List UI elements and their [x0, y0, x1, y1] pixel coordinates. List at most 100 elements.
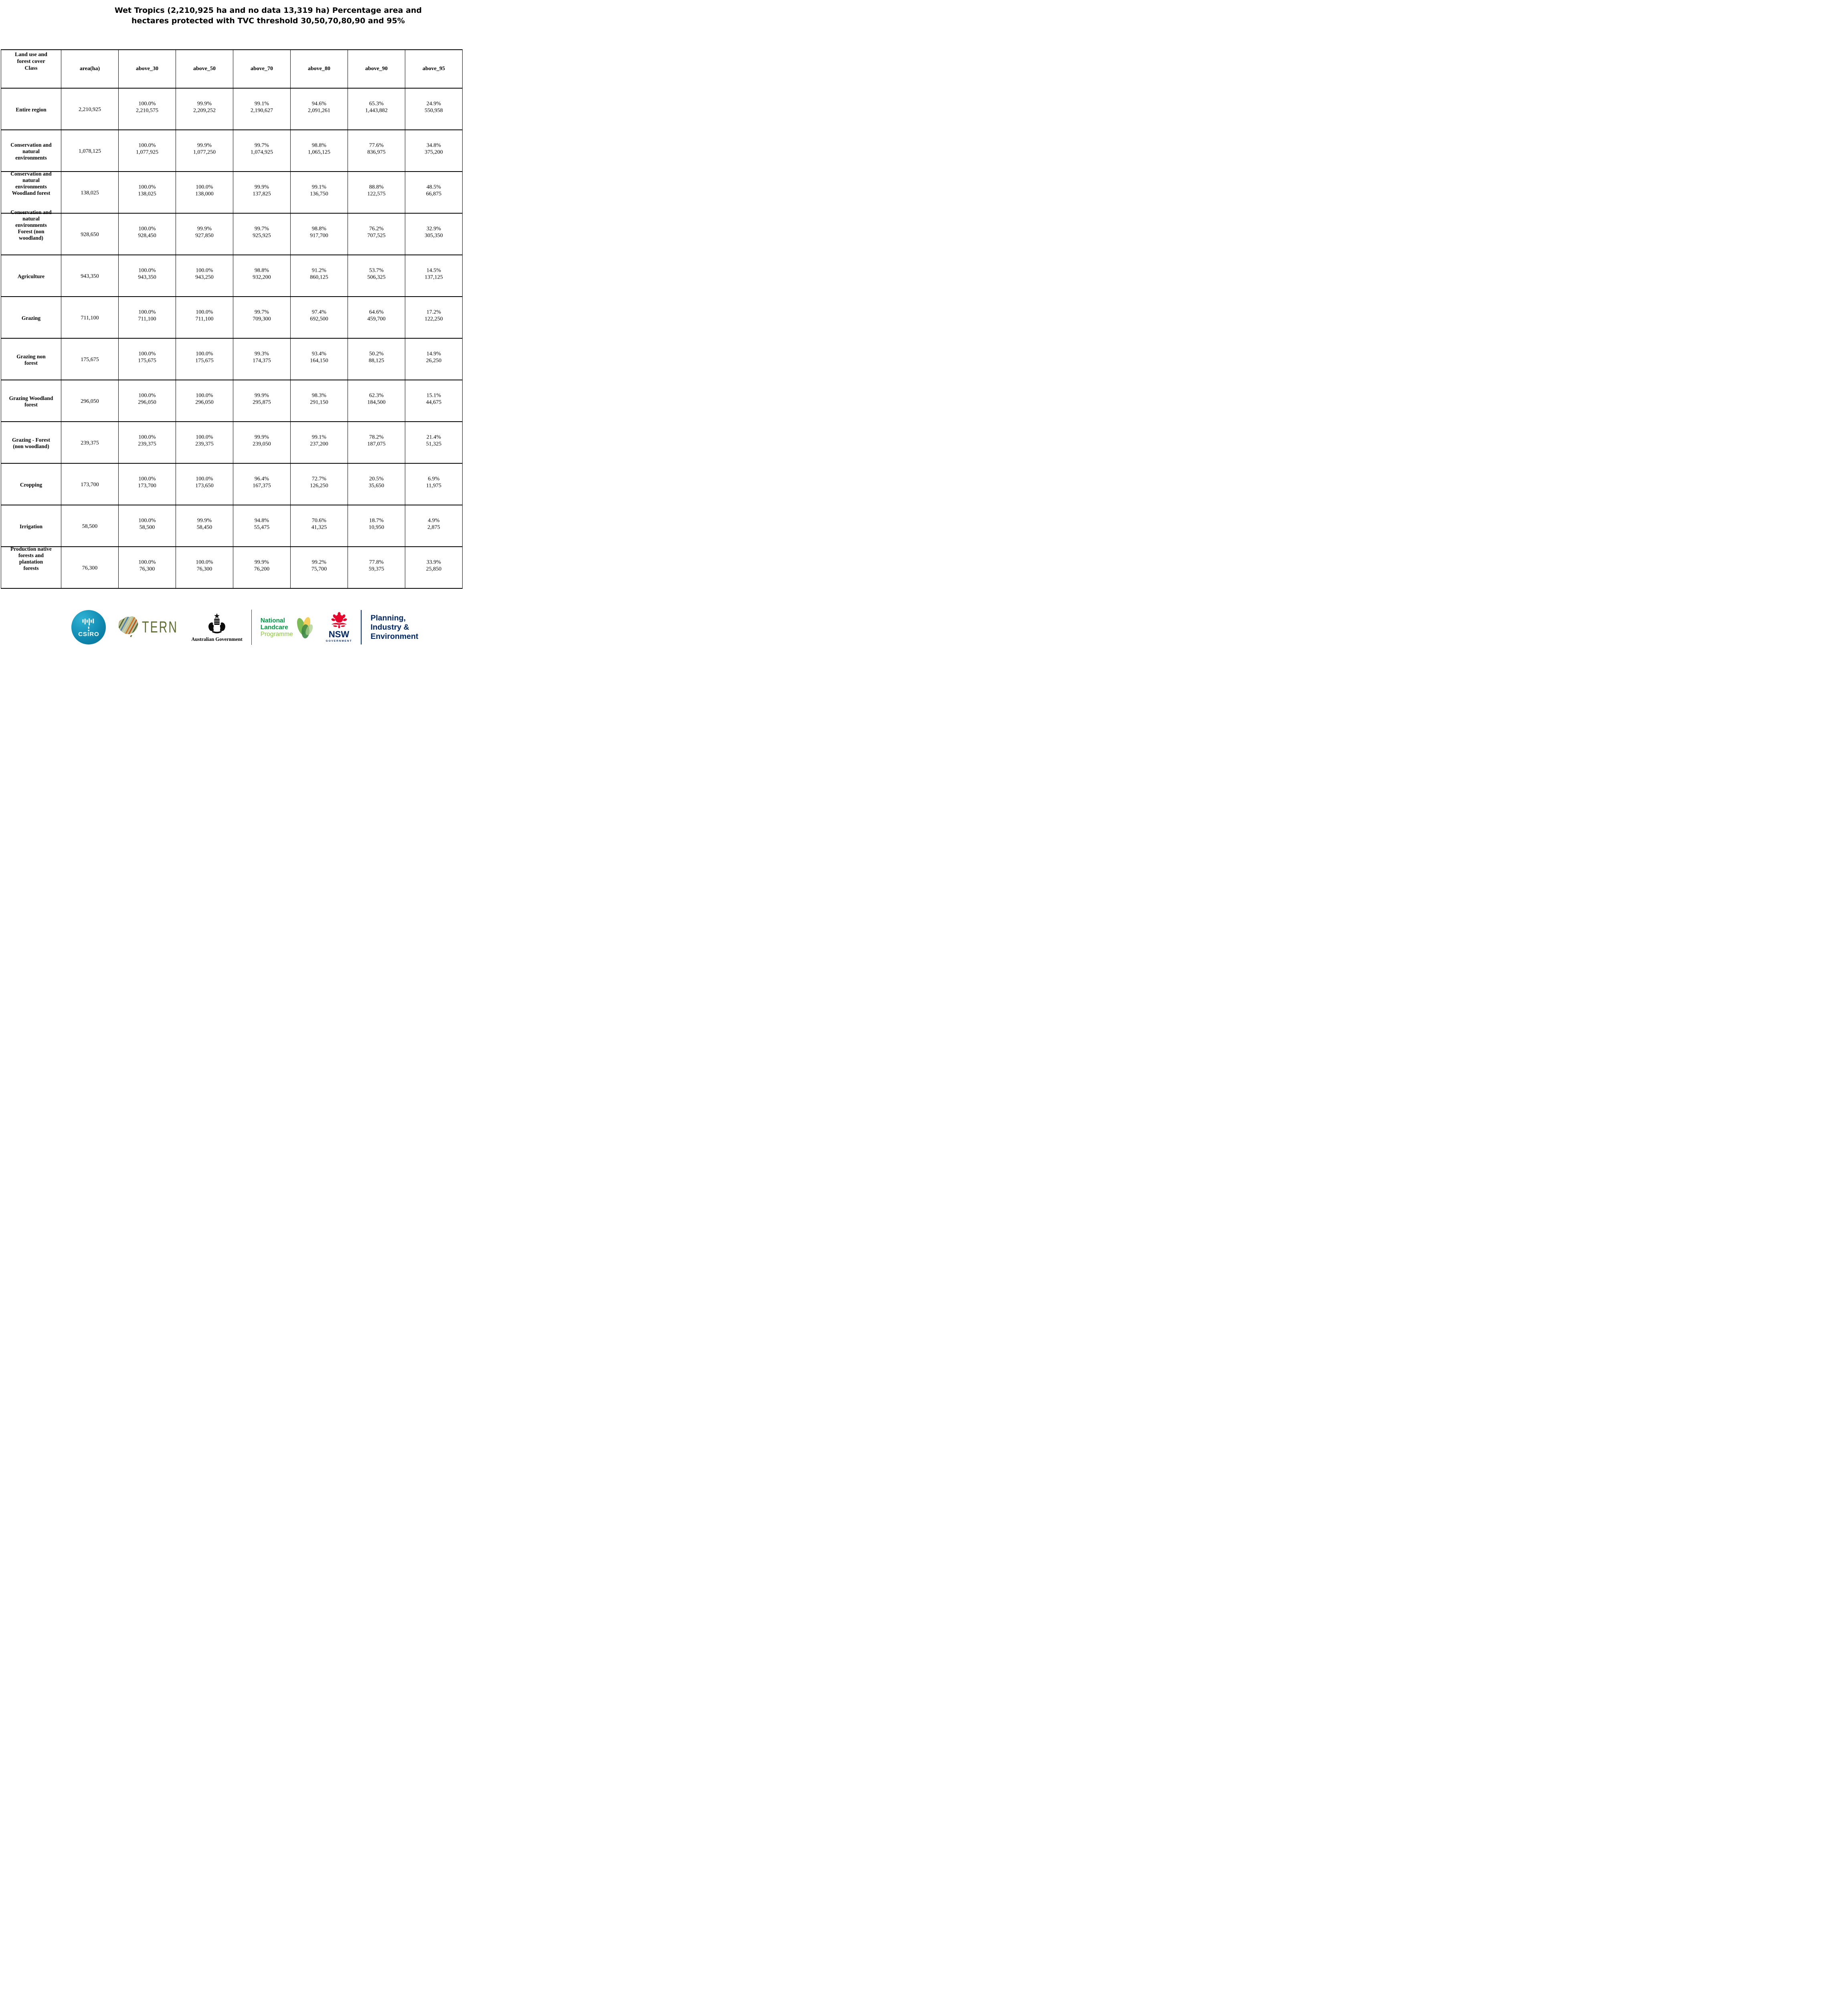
value-pct: 14.9%: [426, 351, 441, 357]
value-cell: 98.3% 291,150: [292, 393, 346, 406]
value-pct: 100.0%: [196, 309, 213, 315]
australian-government-label: Australian Government: [191, 636, 243, 642]
value-pct: 100.0%: [196, 184, 213, 190]
value-pct: 99.1%: [311, 434, 327, 440]
value-ha: 138,000: [195, 191, 214, 197]
value-ha: 239,050: [253, 441, 271, 447]
value-pct: 18.7%: [369, 517, 384, 524]
value-pct: 100.0%: [138, 184, 156, 190]
australia-map-icon: [118, 616, 138, 638]
value-pct: 77.6%: [369, 142, 384, 149]
area-value: 711,100: [81, 315, 99, 321]
value-pct: 100.0%: [138, 476, 156, 482]
csiro-label: CSIRO: [78, 630, 99, 638]
nsw-divider: [361, 610, 362, 645]
value-ha: 927,850: [195, 232, 214, 239]
value-cell: 98.8% 917,700: [292, 226, 346, 239]
value-pct: 99.9%: [254, 392, 269, 399]
value-pct: 100.0%: [138, 351, 156, 357]
table-row: Production native forests and plantation…: [1, 545, 463, 589]
column-header: above_30: [118, 49, 176, 89]
value-ha: 296,050: [138, 399, 156, 406]
value-ha: 126,250: [310, 483, 328, 489]
area-value: 173,700: [81, 482, 99, 488]
value-cell: 4.9% 2,875: [406, 518, 461, 531]
area-value: 138,025: [81, 190, 99, 196]
value-pct: 14.5%: [426, 267, 441, 274]
value-ha: 2,091,261: [308, 107, 330, 114]
value-cell: 100.0% 2,210,575: [120, 101, 174, 114]
value-ha: 122,575: [367, 191, 386, 197]
value-ha: 707,525: [367, 232, 386, 239]
value-pct: 20.5%: [369, 476, 384, 482]
value-ha: 506,325: [367, 274, 386, 281]
value-cell: 93.4% 164,150: [292, 351, 346, 364]
value-cell: 32.9% 305,350: [406, 226, 461, 239]
value-cell: 100.0% 175,675: [120, 351, 174, 364]
table-row: Agriculture 943,350 100.0% 943,350 100.0% 943…: [1, 255, 463, 297]
value-ha: 860,125: [310, 274, 328, 281]
value-cell: 15.1% 44,675: [406, 393, 461, 406]
value-pct: 100.0%: [138, 559, 156, 566]
value-pct: 100.0%: [138, 226, 156, 232]
value-ha: 1,077,925: [136, 149, 158, 156]
nsw-label: NSW: [328, 629, 350, 640]
value-ha: 175,675: [138, 358, 156, 364]
table-row: Entire region 2,210,925 100.0% 2,210,575 99.…: [1, 88, 463, 131]
value-ha: 709,300: [253, 316, 271, 322]
value-cell: 50.2% 88,125: [349, 351, 404, 364]
value-pct: 70.6%: [311, 517, 327, 524]
value-pct: 98.8%: [311, 142, 327, 149]
value-pct: 76.2%: [369, 226, 384, 232]
column-header-label: area(ha): [79, 66, 100, 72]
column-header-label: above_70: [251, 66, 273, 72]
value-cell: 20.5% 35,650: [349, 476, 404, 489]
value-pct: 99.9%: [254, 184, 269, 190]
value-ha: 295,875: [253, 399, 271, 406]
value-ha: 550,958: [425, 107, 443, 114]
table-row: Irrigation 58,500 100.0% 58,500 99.9% 58,450 9…: [1, 505, 463, 547]
value-ha: 55,475: [254, 524, 270, 531]
value-ha: 1,065,125: [308, 149, 330, 156]
value-cell: 100.0% 58,500: [120, 518, 174, 531]
value-cell: 99.7% 709,300: [235, 309, 289, 323]
value-ha: 932,200: [253, 274, 271, 281]
value-cell: 98.8% 932,200: [235, 268, 289, 281]
value-ha: 2,209,252: [193, 107, 216, 114]
value-cell: 99.1% 136,750: [292, 184, 346, 198]
value-cell: 72.7% 126,250: [292, 476, 346, 489]
row-label: Production native forests and plantation…: [10, 545, 52, 571]
landcare-label-line1: National: [260, 617, 285, 624]
tern-label: TERN: [142, 618, 178, 636]
value-cell: 48.5% 66,875: [406, 184, 461, 198]
value-pct: 99.2%: [311, 559, 327, 566]
value-cell: 100.0% 76,300: [177, 560, 232, 573]
column-header: area(ha): [61, 49, 119, 89]
value-cell: 98.8% 1,065,125: [292, 143, 346, 156]
value-cell: 100.0% 138,000: [177, 184, 232, 198]
value-cell: 100.0% 296,050: [177, 393, 232, 406]
value-cell: 100.0% 943,250: [177, 268, 232, 281]
value-pct: 24.9%: [426, 101, 441, 107]
value-cell: 6.9% 11,975: [406, 476, 461, 489]
value-cell: 100.0% 711,100: [177, 309, 232, 323]
value-cell: 100.0% 175,675: [177, 351, 232, 364]
value-cell: 99.9% 137,825: [235, 184, 289, 198]
value-pct: 72.7%: [311, 476, 327, 482]
nsw-government-logo: NSW GOVERNMENT: [326, 612, 352, 643]
value-ha: 305,350: [425, 232, 443, 239]
value-pct: 32.9%: [426, 226, 441, 232]
value-cell: 100.0% 943,350: [120, 268, 174, 281]
value-cell: 100.0% 711,100: [120, 309, 174, 323]
footer-divider: [251, 610, 252, 645]
value-ha: 35,650: [368, 483, 384, 489]
area-value: 58,500: [82, 523, 98, 530]
value-ha: 175,675: [195, 358, 214, 364]
value-cell: 78.2% 187,075: [349, 434, 404, 448]
value-ha: 2,210,575: [136, 107, 158, 114]
value-cell: 99.1% 237,200: [292, 434, 346, 448]
value-cell: 99.2% 75,700: [292, 560, 346, 573]
value-cell: 62.3% 184,500: [349, 393, 404, 406]
value-cell: 21.4% 51,325: [406, 434, 461, 448]
value-ha: 2,875: [427, 524, 440, 531]
